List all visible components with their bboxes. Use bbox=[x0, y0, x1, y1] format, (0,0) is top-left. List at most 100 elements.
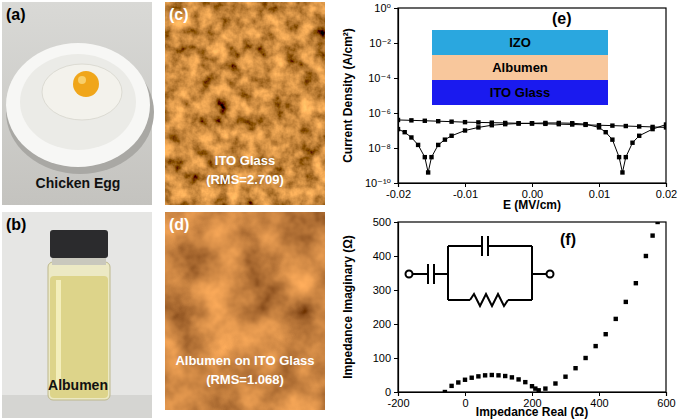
plot-frame bbox=[398, 8, 666, 183]
marker bbox=[449, 134, 453, 138]
bowl-inner bbox=[20, 54, 136, 150]
afm-texture bbox=[165, 2, 325, 205]
marker bbox=[637, 134, 641, 138]
vial-cap bbox=[50, 230, 108, 258]
marker bbox=[416, 143, 420, 147]
tick-mark bbox=[599, 183, 600, 187]
axis-line bbox=[394, 223, 399, 393]
chart: -20002004006000100200300400500Impedance … bbox=[341, 216, 676, 419]
marker bbox=[409, 135, 413, 139]
marker bbox=[543, 121, 547, 125]
marker bbox=[423, 155, 427, 159]
marker bbox=[664, 122, 666, 126]
marker bbox=[516, 377, 520, 381]
tick-label: 400 bbox=[590, 397, 608, 409]
wire bbox=[488, 245, 532, 247]
layer-label: ITO Glass bbox=[490, 85, 550, 100]
tick-label: 0 bbox=[385, 386, 391, 398]
panel-label: (e) bbox=[552, 10, 572, 27]
marker bbox=[503, 122, 507, 126]
marker bbox=[403, 130, 407, 134]
marker bbox=[436, 119, 440, 123]
axis-line bbox=[399, 184, 667, 188]
marker bbox=[449, 384, 453, 388]
caption: Albumen on ITO Glass bbox=[175, 353, 314, 368]
marker bbox=[463, 128, 467, 132]
marker bbox=[426, 170, 430, 174]
marker bbox=[650, 127, 654, 131]
tick: 0 bbox=[385, 386, 398, 398]
plot-area bbox=[443, 222, 660, 392]
marker bbox=[530, 121, 534, 125]
caption: Chicken Egg bbox=[36, 175, 121, 191]
tick-label: 300 bbox=[373, 284, 391, 296]
marker bbox=[443, 137, 447, 141]
layer bbox=[432, 55, 608, 80]
marker bbox=[563, 375, 567, 379]
marker bbox=[583, 356, 587, 360]
marker bbox=[597, 125, 601, 129]
marker bbox=[463, 378, 467, 382]
tick-mark bbox=[532, 183, 533, 187]
tick-mark bbox=[394, 43, 398, 44]
tick: 200 bbox=[373, 318, 398, 330]
marker bbox=[634, 281, 638, 285]
tick-mark bbox=[394, 358, 398, 359]
layer bbox=[432, 30, 608, 55]
y-axis-title: Current Density (A/cm²) bbox=[341, 28, 355, 163]
tick-label: 200 bbox=[373, 318, 391, 330]
marker bbox=[503, 374, 507, 378]
marker bbox=[614, 317, 618, 321]
figure: (a)Chicken Egg(b)Albumen(c)ITO Glass(RMS… bbox=[0, 0, 685, 420]
inset-structure: IZOAlbumenITO Glass bbox=[432, 30, 608, 105]
tick-label: -0.01 bbox=[453, 188, 478, 200]
tick: 10⁻⁶ bbox=[368, 107, 398, 119]
marker bbox=[624, 124, 628, 128]
tick-mark bbox=[465, 183, 466, 187]
wire bbox=[427, 264, 429, 284]
marker bbox=[573, 366, 577, 370]
tick-mark bbox=[394, 78, 398, 79]
wire bbox=[532, 273, 546, 275]
marker bbox=[436, 143, 440, 147]
marker bbox=[530, 121, 534, 125]
tick-mark bbox=[394, 8, 398, 9]
marker bbox=[398, 127, 400, 131]
wire bbox=[448, 245, 482, 247]
terminal bbox=[547, 271, 554, 278]
marker bbox=[523, 380, 527, 384]
tick: 100 bbox=[373, 352, 398, 364]
marker bbox=[463, 120, 467, 124]
axis-line bbox=[394, 9, 399, 184]
tick-label: 600 bbox=[657, 397, 675, 409]
y-axis: 10⁰10⁻²10⁻⁴10⁻⁶10⁻⁸10⁻¹⁰ bbox=[365, 2, 399, 189]
tick-label: 0.01 bbox=[589, 188, 610, 200]
panel-label: (f) bbox=[560, 231, 576, 248]
wire bbox=[447, 246, 449, 300]
marker bbox=[650, 233, 654, 237]
marker bbox=[655, 222, 659, 224]
wire bbox=[434, 273, 448, 275]
afm-image: (c)ITO Glass(RMS=2.709) bbox=[165, 2, 325, 205]
egg-white bbox=[42, 64, 122, 120]
marker bbox=[620, 170, 624, 174]
tick-mark bbox=[394, 290, 398, 291]
series-line bbox=[398, 123, 666, 173]
afm-texture bbox=[165, 212, 325, 410]
marker bbox=[637, 124, 641, 128]
y-axis-title: Impedance Imaginary (Ω) bbox=[341, 235, 355, 379]
marker bbox=[490, 373, 494, 377]
wire bbox=[481, 236, 483, 256]
tick: -0.01 bbox=[453, 183, 478, 200]
tick-mark bbox=[394, 183, 398, 184]
afm-background bbox=[165, 2, 325, 205]
marker bbox=[610, 123, 614, 127]
panel-label: (c) bbox=[169, 6, 189, 23]
yolk bbox=[73, 71, 99, 97]
marker bbox=[543, 386, 547, 390]
marker bbox=[483, 373, 487, 377]
tick: 400 bbox=[590, 392, 608, 409]
photo-background bbox=[2, 212, 152, 418]
tick-mark bbox=[394, 324, 398, 325]
tick-mark bbox=[465, 392, 466, 396]
